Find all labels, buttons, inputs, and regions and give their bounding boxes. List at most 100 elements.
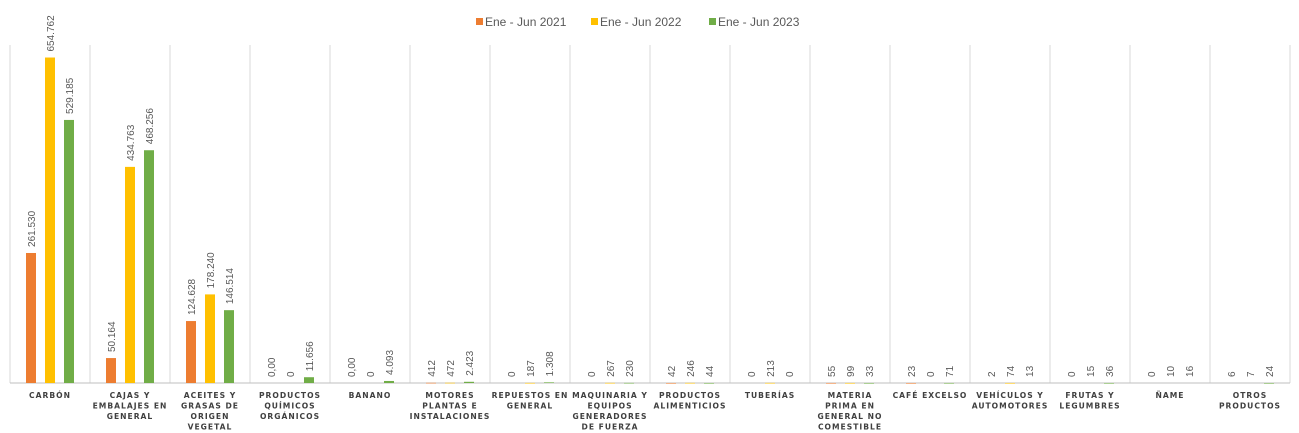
bar-series3-cat8 <box>624 382 634 384</box>
category-label-13-line-1: VEHÍCULOS Y <box>976 391 1044 400</box>
data-label-series1-cat4: 0,00 <box>267 357 278 377</box>
legend-label-1: Ene - Jun 2021 <box>485 15 567 29</box>
data-label-series1-cat11: 55 <box>827 365 838 377</box>
bar-series3-cat9 <box>704 382 714 384</box>
category-label-14-line-2: LEGUMBRES <box>1059 402 1120 411</box>
data-label-series1-cat2: 50.164 <box>107 321 118 352</box>
data-label-series3-cat8: 230 <box>625 360 636 377</box>
category-label-7-line-1: REPUESTOS EN <box>492 391 569 400</box>
bar-series2-cat9 <box>685 382 695 384</box>
category-label-4-line-3: ORGÁNICOS <box>260 412 320 421</box>
category-label-14-line-1: FRUTAS Y <box>1065 391 1114 400</box>
bar-series1-cat9 <box>666 382 676 384</box>
category-label-9-line-1: PRODUCTOS <box>659 391 721 400</box>
data-label-series2-cat13: 74 <box>1006 365 1017 377</box>
category-label-3-line-2: GRASAS DE <box>181 402 239 411</box>
bar-series2-cat2 <box>125 166 135 383</box>
data-label-series3-cat12: 71 <box>945 365 956 377</box>
data-label-series2-cat2: 434.763 <box>126 124 137 161</box>
data-label-series3-cat14: 36 <box>1105 365 1116 377</box>
category-label-4-line-1: PRODUCTOS <box>259 391 321 400</box>
data-label-series3-cat15: 16 <box>1185 365 1196 377</box>
bar-series3-cat1 <box>64 119 74 383</box>
bar-series3-cat6 <box>464 381 474 383</box>
legend-swatch-3 <box>709 18 716 25</box>
category-label-2-line-1: CAJAS Y <box>110 391 151 400</box>
category-label-6-line-1: MOTORES <box>425 391 474 400</box>
data-label-series1-cat5: 0,00 <box>347 357 358 377</box>
bar-series3-cat12 <box>944 382 954 384</box>
data-label-series3-cat7: 1.308 <box>545 351 556 376</box>
category-label-3-line-1: ACEITES Y <box>184 391 236 400</box>
data-label-series2-cat10: 213 <box>766 360 777 377</box>
category-label-11-line-1: MATERIA <box>828 391 873 400</box>
category-label-10-line-1: TUBERÍAS <box>745 391 795 400</box>
category-label-8-line-1: MAQUINARIA Y <box>572 391 648 400</box>
category-label-8-line-4: DE FUERZA <box>582 423 639 432</box>
category-label-6-line-3: INSTALACIONES <box>410 412 491 421</box>
bar-series3-cat4 <box>304 377 314 383</box>
legend-swatch-1 <box>476 18 483 25</box>
bar-series2-cat11 <box>845 382 855 384</box>
bar-series3-cat7 <box>544 382 554 383</box>
bar-series1-cat3 <box>186 321 196 383</box>
category-label-3-line-4: VEGETAL <box>188 423 233 432</box>
data-label-series2-cat7: 187 <box>526 360 537 377</box>
data-label-series3-cat4: 11.656 <box>305 341 316 371</box>
bar-series3-cat2 <box>144 150 154 383</box>
data-label-series3-cat5: 4.093 <box>385 350 396 375</box>
data-label-series3-cat11: 33 <box>865 365 876 377</box>
data-label-series1-cat14: 0 <box>1067 371 1078 377</box>
bar-series3-cat11 <box>864 382 874 384</box>
bar-series1-cat2 <box>106 358 116 383</box>
data-label-series1-cat15: 0 <box>1147 371 1158 377</box>
data-label-series2-cat3: 178.240 <box>206 252 217 289</box>
category-label-9-line-2: ALIMENTICIOS <box>654 402 727 411</box>
data-label-series1-cat12: 23 <box>907 365 918 377</box>
bar-series2-cat8 <box>605 382 615 384</box>
category-label-16-line-2: PRODUCTOS <box>1219 402 1281 411</box>
bar-series3-cat16 <box>1264 382 1274 384</box>
data-label-series2-cat14: 15 <box>1086 365 1097 377</box>
data-label-series2-cat16: 7 <box>1246 371 1257 377</box>
data-label-series1-cat8: 0 <box>587 371 598 377</box>
data-label-series2-cat6: 472 <box>446 360 457 377</box>
category-label-7-line-2: GENERAL <box>507 402 554 411</box>
bar-series2-cat13 <box>1005 382 1015 384</box>
category-label-5-line-1: BANANO <box>349 391 392 400</box>
bar-series2-cat3 <box>205 294 215 383</box>
data-label-series3-cat13: 13 <box>1025 365 1036 377</box>
data-label-series1-cat1: 261.530 <box>27 210 38 247</box>
data-label-series3-cat16: 24 <box>1265 365 1276 377</box>
legend-swatch-2 <box>591 18 598 25</box>
category-label-12-line-1: CAFÉ EXCELSO <box>893 391 968 400</box>
category-label-6-line-2: PLANTAS E <box>422 402 477 411</box>
legend-label-2: Ene - Jun 2022 <box>600 15 682 29</box>
data-label-series2-cat12: 0 <box>926 371 937 377</box>
category-label-4-line-2: QUÍMICOS <box>264 402 315 411</box>
bar-series1-cat6 <box>426 382 436 384</box>
data-label-series2-cat9: 246 <box>686 360 697 377</box>
bar-series3-cat14 <box>1104 382 1114 384</box>
data-label-series2-cat5: 0 <box>366 371 377 377</box>
bar-series2-cat10 <box>765 382 775 384</box>
data-label-series2-cat1: 654.762 <box>46 15 57 52</box>
data-label-series1-cat7: 0 <box>507 371 518 377</box>
data-label-series2-cat11: 99 <box>846 365 857 377</box>
category-label-3-line-3: ORIGEN <box>191 412 230 421</box>
category-label-11-line-4: COMESTIBLE <box>818 423 882 432</box>
data-label-series1-cat10: 0 <box>747 371 758 377</box>
bar-series2-cat6 <box>445 382 455 384</box>
data-label-series3-cat10: 0 <box>785 371 796 377</box>
data-label-series3-cat3: 146.514 <box>225 268 236 305</box>
bar-series3-cat3 <box>224 310 234 383</box>
data-label-series1-cat9: 42 <box>667 365 678 377</box>
category-label-2-line-2: EMBALAJES EN <box>93 402 168 411</box>
bar-series3-cat5 <box>384 380 394 383</box>
category-label-8-line-3: GENERADORES <box>573 412 648 421</box>
data-label-series1-cat6: 412 <box>427 360 438 377</box>
data-label-series2-cat15: 10 <box>1166 365 1177 377</box>
category-label-2-line-3: GENERAL <box>107 412 154 421</box>
